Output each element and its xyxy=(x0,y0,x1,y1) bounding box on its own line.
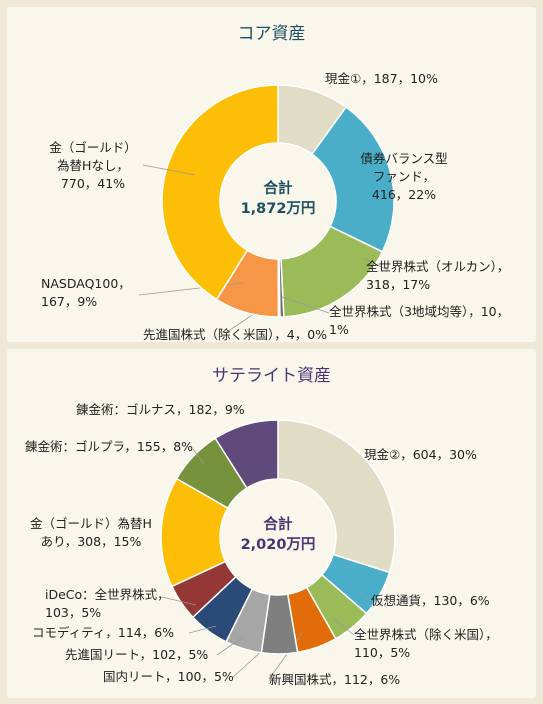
leader-line xyxy=(359,592,371,602)
slice-label: 仮想通貨，130，6% xyxy=(371,593,490,608)
slice-label: 錬金術：ゴルナス，182，9% xyxy=(76,402,245,417)
center-total-value: 1,872万円 xyxy=(241,200,316,217)
slice-label: iDeCo：全世界株式， 103，5% xyxy=(45,587,170,620)
slice-label: NASDAQ100， 167，9% xyxy=(41,276,131,309)
slice-label: 現金②，604，30% xyxy=(364,447,477,462)
leader-line xyxy=(216,636,244,656)
slice-label: 新興国株式，112，6% xyxy=(269,672,400,687)
center-total-value: 2,020万円 xyxy=(241,536,316,553)
slice-label: 全世界株式（除く米国）， 110，5% xyxy=(354,627,498,660)
slice-label: 先進国リート，102，5% xyxy=(65,647,208,662)
slice-label: 国内リート，100，5% xyxy=(103,669,234,684)
slice-label: 現金①，187，10% xyxy=(325,71,438,86)
leader-line xyxy=(362,257,389,271)
leader-line xyxy=(333,618,355,636)
leader-line xyxy=(188,625,217,634)
leader-line xyxy=(268,631,304,680)
core-donut-chart: 現金①，187，10% 債券バランス型ファンド， 416，22% 全世界株式（オルカン… xyxy=(41,71,509,342)
satellite-assets-panel: サテライト資産 現金②，604，30% 仮想通貨，130，6% 全世界株式（除く米国… xyxy=(7,349,536,698)
leader-line xyxy=(281,296,330,314)
leader-line xyxy=(142,164,196,176)
slice-label: 錬金術：ゴルプラ，155，8% xyxy=(25,439,193,454)
satellite-donut-chart: 現金②，604，30% 仮想通貨，130，6% 全世界株式（除く米国）， 110，5%… xyxy=(25,402,498,687)
slice-label: 債券バランス型ファンド， 416，22% xyxy=(360,151,447,202)
leader-line xyxy=(232,648,265,678)
core-chart-title: コア資産 xyxy=(237,24,306,44)
leader-line xyxy=(161,596,197,606)
slice-label: コモディティ，114，6% xyxy=(32,625,174,640)
slice-label: 全世界株式（3地域均等），10， 1% xyxy=(329,304,509,337)
slice-label: 金（ゴールド）為替H あり，308，15% xyxy=(30,516,152,549)
slice-label: 先進国株式（除く米国），4，0% xyxy=(143,327,327,342)
slice-label: 金（ゴールド）為替Hなし， 770，41% xyxy=(49,140,137,191)
slice-sat-1 xyxy=(277,419,396,574)
satellite-chart-title: サテライト資産 xyxy=(212,366,331,386)
leader-line xyxy=(192,448,205,465)
core-assets-panel: コア資産 現金①，187，10% 債券バランス型ファンド， 416，22% 全世界株式… xyxy=(7,7,536,342)
center-total-label: 合計 xyxy=(263,179,293,197)
slice-sat-11 xyxy=(214,419,279,490)
slice-core-7 xyxy=(161,84,279,301)
slice-core-2 xyxy=(311,106,395,253)
center-total-label: 合計 xyxy=(263,515,293,533)
slice-label: 全世界株式（オルカン）， 318，17% xyxy=(366,259,509,292)
